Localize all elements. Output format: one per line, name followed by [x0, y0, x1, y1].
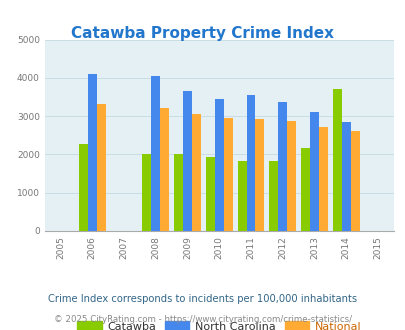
- Bar: [160, 108, 168, 231]
- Bar: [223, 118, 232, 231]
- Bar: [332, 89, 341, 231]
- Bar: [255, 119, 264, 231]
- Bar: [96, 104, 105, 231]
- Bar: [151, 76, 160, 231]
- Bar: [79, 144, 87, 231]
- Bar: [318, 127, 327, 231]
- Bar: [174, 154, 183, 231]
- Bar: [205, 157, 214, 231]
- Bar: [87, 74, 96, 231]
- Bar: [214, 99, 223, 231]
- Legend: Catawba, North Carolina, National: Catawba, North Carolina, National: [72, 317, 365, 330]
- Text: © 2025 CityRating.com - https://www.cityrating.com/crime-statistics/: © 2025 CityRating.com - https://www.city…: [54, 315, 351, 324]
- Bar: [269, 161, 277, 231]
- Text: Crime Index corresponds to incidents per 100,000 inhabitants: Crime Index corresponds to incidents per…: [48, 294, 357, 304]
- Bar: [142, 154, 151, 231]
- Bar: [183, 90, 192, 231]
- Bar: [237, 161, 246, 231]
- Text: Catawba Property Crime Index: Catawba Property Crime Index: [71, 26, 334, 41]
- Bar: [192, 114, 200, 231]
- Bar: [350, 131, 359, 231]
- Bar: [246, 95, 255, 231]
- Bar: [301, 148, 309, 231]
- Bar: [309, 112, 318, 231]
- Bar: [277, 102, 286, 231]
- Bar: [286, 121, 295, 231]
- Bar: [341, 121, 350, 231]
